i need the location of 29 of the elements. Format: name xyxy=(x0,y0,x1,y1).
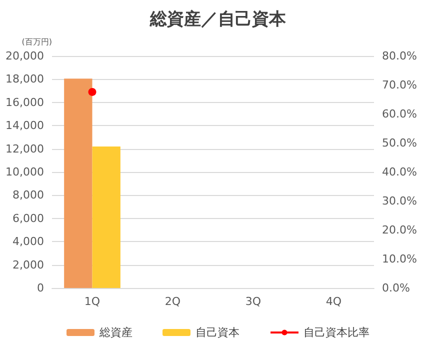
y-tick-label: 8,000 xyxy=(12,188,44,202)
x-tick-label: 4Q xyxy=(326,295,342,308)
legend-label: 総資産 xyxy=(98,326,132,339)
x-tick-label: 3Q xyxy=(245,295,262,308)
y-axis-title: (百万円) xyxy=(22,38,52,46)
y-tick-label: 2,000 xyxy=(12,258,44,272)
legend-label: 自己資本 xyxy=(196,326,240,339)
y-tick-label: 18,000 xyxy=(6,72,44,86)
y2-tick-label: 70.0% xyxy=(382,78,417,92)
y-tick-label: 16,000 xyxy=(6,96,44,109)
y-tick-label: 12,000 xyxy=(6,142,44,156)
y-tick-label: 4,000 xyxy=(12,235,44,248)
y2-tick-label: 50.0% xyxy=(382,136,417,150)
y2-tick-label: 60.0% xyxy=(382,108,417,120)
y-tick-label: 14,000 xyxy=(6,119,44,132)
y-tick-label: 20,000 xyxy=(6,50,44,62)
y2-tick-label: 40.0% xyxy=(382,166,417,178)
y-tick-label: 0 xyxy=(37,282,44,294)
x-tick-label: 2Q xyxy=(164,295,181,308)
y2-tick-label: 30.0% xyxy=(382,194,417,208)
y2-tick-label: 20.0% xyxy=(382,224,417,236)
x-tick-label: 1Q xyxy=(84,295,100,308)
y2-tick-label: 80.0% xyxy=(382,50,417,62)
chart-title: 総資産／自己資本 xyxy=(149,10,287,30)
y2-tick-label: 10.0% xyxy=(382,252,417,266)
legend-label: 自己資本比率 xyxy=(304,326,370,339)
y2-tick-label: 0.0% xyxy=(382,282,410,294)
y-tick-label: 6,000 xyxy=(12,212,44,225)
y-tick-label: 10,000 xyxy=(6,166,44,178)
